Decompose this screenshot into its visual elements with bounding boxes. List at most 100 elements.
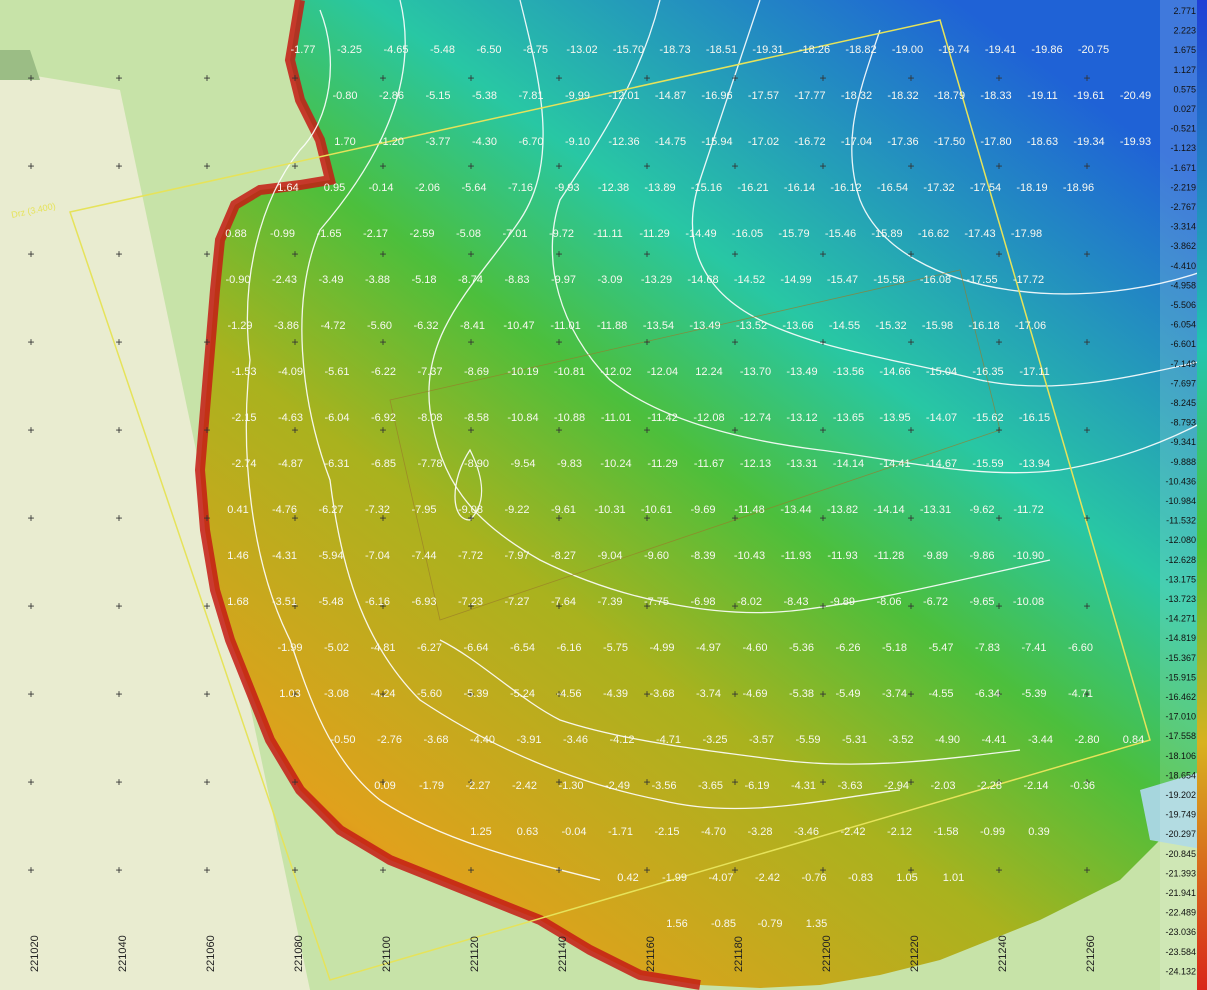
depth-label: -13.31: [920, 504, 951, 516]
grid-cross: +: [27, 247, 34, 261]
grid-cross: +: [555, 511, 562, 525]
depth-label: -10.47: [503, 320, 534, 332]
depth-label: -3.25: [702, 734, 727, 746]
depth-label: -6.04: [324, 412, 349, 424]
depth-label: -1.30: [558, 780, 583, 792]
depth-label: -4.41: [981, 734, 1006, 746]
grid-cross: +: [819, 863, 826, 877]
x-axis-ticks: 221020 221040 221060 221080 221100 221120 2211…: [29, 935, 1097, 972]
depth-label: -11.11: [593, 228, 623, 240]
depth-label: -4.90: [935, 734, 960, 746]
legend-value: -17.558: [1165, 731, 1196, 741]
grid-cross: +: [819, 159, 826, 173]
depth-label: -5.48: [430, 44, 455, 56]
depth-label: -3.86: [274, 320, 299, 332]
depth-label: -8.39: [690, 550, 715, 562]
grid-cross: +: [467, 863, 474, 877]
depth-label: -11.88: [597, 320, 627, 332]
legend-value: -23.584: [1165, 947, 1196, 957]
grid-cross: +: [379, 335, 386, 349]
depth-label: -5.47: [928, 642, 953, 654]
grid-cross: +: [379, 775, 386, 789]
depth-label: -14.66: [879, 366, 910, 378]
grid-cross: +: [1083, 335, 1090, 349]
grid-cross: +: [555, 247, 562, 261]
grid-cross: +: [555, 423, 562, 437]
grid-cross: +: [731, 159, 738, 173]
grid-cross: +: [203, 511, 210, 525]
grid-cross: +: [819, 599, 826, 613]
depth-label: -13.89: [644, 182, 675, 194]
depth-label: -5.64: [461, 182, 486, 194]
depth-label: -0.99: [980, 826, 1005, 838]
depth-label: -15.79: [778, 228, 809, 240]
depth-label: -1.77: [290, 44, 315, 56]
depth-label: -7.01: [502, 228, 527, 240]
depth-label: -19.41: [985, 44, 1016, 56]
depth-label: -5.24: [510, 688, 535, 700]
legend-value: -18.106: [1165, 751, 1196, 761]
grid-cross: +: [907, 775, 914, 789]
grid-cross: +: [115, 247, 122, 261]
depth-label: -4.72: [320, 320, 345, 332]
depth-label: -14.14: [873, 504, 904, 516]
depth-label: -7.37: [417, 366, 442, 378]
grid-cross: +: [203, 599, 210, 613]
depth-label: -11.29: [647, 458, 677, 470]
depth-label: -3.46: [794, 826, 819, 838]
depth-label: -0.76: [801, 872, 826, 884]
depth-label: -6.16: [556, 642, 581, 654]
grid-cross: +: [907, 599, 914, 613]
depth-label: -8.27: [551, 550, 576, 562]
depth-label: -4.69: [742, 688, 767, 700]
depth-label: -3.77: [425, 136, 450, 148]
depth-label: -20.75: [1078, 44, 1109, 56]
grid-cross: +: [115, 423, 122, 437]
legend-value: -2.219: [1170, 182, 1196, 192]
depth-label: -9.83: [557, 458, 582, 470]
depth-label: -15.70: [613, 44, 644, 56]
depth-label: -18.79: [934, 90, 965, 102]
depth-label: -1.29: [227, 320, 252, 332]
depth-label: -12.74: [740, 412, 771, 424]
legend-value: -3.314: [1170, 222, 1196, 232]
depth-label: -2.42: [512, 780, 537, 792]
legend-value: -9.341: [1170, 437, 1196, 447]
depth-label: -16.96: [701, 90, 732, 102]
depth-label: -2.15: [231, 412, 256, 424]
legend-value: 2.223: [1173, 26, 1196, 36]
grid-cross: +: [731, 863, 738, 877]
depth-label: -6.34: [975, 688, 1000, 700]
depth-label: -8.75: [523, 44, 548, 56]
depth-label: -3.74: [696, 688, 721, 700]
depth-label: -17.77: [794, 90, 825, 102]
grid-cross: +: [115, 775, 122, 789]
depth-label: -10.61: [641, 504, 672, 516]
grid-cross: +: [115, 71, 122, 85]
legend-bar: [1197, 0, 1207, 990]
depth-label: -14.52: [734, 274, 765, 286]
depth-label: -13.54: [643, 320, 674, 332]
depth-label: -4.31: [791, 780, 816, 792]
depth-label: -0.90: [225, 274, 250, 286]
depth-label: -4.30: [472, 136, 497, 148]
grid-cross: +: [1083, 863, 1090, 877]
depth-label: -18.19: [1016, 182, 1047, 194]
x-tick-label: 221220: [909, 935, 921, 972]
depth-label: -15.59: [972, 458, 1003, 470]
depth-label: -10.88: [554, 412, 585, 424]
depth-label: -3.56: [651, 780, 676, 792]
grid-cross: +: [379, 423, 386, 437]
depth-label: -14.14: [833, 458, 864, 470]
depth-label: -5.38: [472, 90, 497, 102]
depth-label: -4.63: [278, 412, 303, 424]
depth-label: -2.03: [930, 780, 955, 792]
inner-frame: [389, 269, 1001, 621]
depth-label: -15.04: [926, 366, 957, 378]
x-tick-label: 221200: [821, 935, 833, 972]
depth-label: -14.55: [829, 320, 860, 332]
depth-label: -7.32: [365, 504, 390, 516]
depth-label: -5.49: [835, 688, 860, 700]
grid-cross: +: [555, 335, 562, 349]
